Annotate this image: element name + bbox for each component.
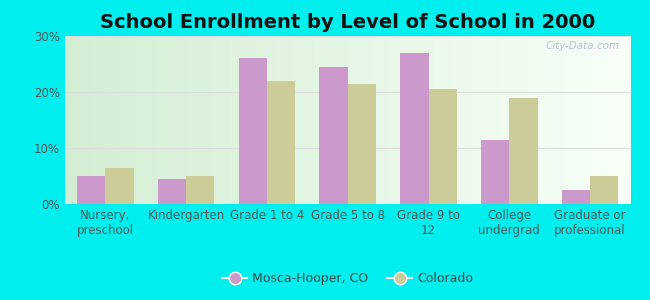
Bar [590, 176, 618, 204]
Bar [105, 168, 134, 204]
Bar [481, 140, 510, 204]
Legend: Mosca-Hooper, CO, Colorado: Mosca-Hooper, CO, Colorado [217, 267, 478, 290]
Bar [77, 176, 105, 204]
Bar [158, 179, 186, 204]
Bar [348, 84, 376, 204]
Bar [239, 58, 267, 204]
Bar [267, 81, 295, 204]
Bar [186, 176, 214, 204]
Bar [510, 98, 538, 204]
Title: School Enrollment by Level of School in 2000: School Enrollment by Level of School in … [100, 13, 595, 32]
Bar [400, 53, 428, 204]
Bar [562, 190, 590, 204]
Bar [428, 89, 457, 204]
Bar [320, 67, 348, 204]
Text: City-Data.com: City-Data.com [545, 41, 619, 51]
